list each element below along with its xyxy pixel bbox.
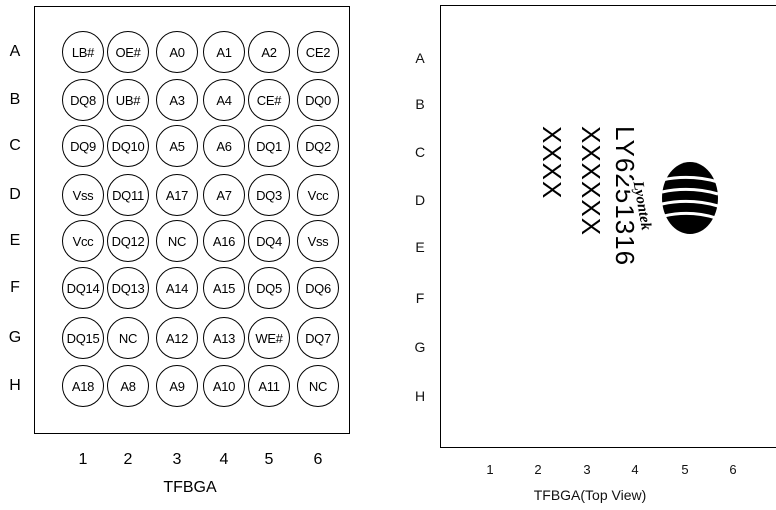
top-row-label-d: D <box>414 192 426 208</box>
ball-g6: DQ7 <box>297 317 339 359</box>
ball-c3: A5 <box>156 125 198 167</box>
top-row-label-g: G <box>414 339 426 355</box>
top-col-label-3: 3 <box>583 462 591 477</box>
lyontek-logo-icon <box>661 162 719 234</box>
ball-h6: NC <box>297 365 339 407</box>
col-label-6: 6 <box>313 451 323 468</box>
top-col-label-2: 2 <box>534 462 542 477</box>
top-col-label-4: 4 <box>631 462 639 477</box>
col-label-3: 3 <box>172 451 182 468</box>
ball-e2: DQ12 <box>107 220 149 262</box>
row-label-f: F <box>10 279 20 296</box>
ball-a2: OE# <box>107 31 149 73</box>
ball-d3: A17 <box>156 174 198 216</box>
row-label-e: E <box>9 232 21 249</box>
ball-c2: DQ10 <box>107 125 149 167</box>
ball-d6: Vcc <box>297 174 339 216</box>
ball-b6: DQ0 <box>297 79 339 121</box>
row-label-c: C <box>9 137 21 154</box>
ball-f6: DQ6 <box>297 267 339 309</box>
top-col-label-6: 6 <box>729 462 737 477</box>
ball-g1: DQ15 <box>62 317 104 359</box>
ball-d2: DQ11 <box>107 174 149 216</box>
ball-e5: DQ4 <box>248 220 290 262</box>
ball-e6: Vss <box>297 220 339 262</box>
ball-d5: DQ3 <box>248 174 290 216</box>
ball-f5: DQ5 <box>248 267 290 309</box>
ball-e4: A16 <box>203 220 245 262</box>
ball-f1: DQ14 <box>62 267 104 309</box>
ball-d4: A7 <box>203 174 245 216</box>
lot-code-marking: XXXXXX <box>576 126 606 237</box>
ball-c5: DQ1 <box>248 125 290 167</box>
top-row-label-h: H <box>414 388 426 404</box>
ball-h1: A18 <box>62 365 104 407</box>
top-col-label-1: 1 <box>486 462 494 477</box>
ball-b5: CE# <box>248 79 290 121</box>
ball-f3: A14 <box>156 267 198 309</box>
ball-b1: DQ8 <box>62 79 104 121</box>
ball-g5: WE# <box>248 317 290 359</box>
ball-g2: NC <box>107 317 149 359</box>
package-caption: TFBGA <box>163 479 217 496</box>
ball-a3: A0 <box>156 31 198 73</box>
ball-a6: CE2 <box>297 31 339 73</box>
ball-b4: A4 <box>203 79 245 121</box>
top-view-outline <box>440 5 776 448</box>
row-label-h: H <box>9 377 21 394</box>
ball-c6: DQ2 <box>297 125 339 167</box>
ball-b3: A3 <box>156 79 198 121</box>
row-label-b: B <box>9 91 21 108</box>
package-outline <box>34 6 350 434</box>
row-label-d: D <box>9 186 21 203</box>
date-code-marking: XXXX <box>537 126 567 200</box>
top-view-caption: TFBGA(Top View) <box>533 487 647 503</box>
ball-b2: UB# <box>107 79 149 121</box>
row-label-g: G <box>8 329 22 346</box>
col-label-4: 4 <box>219 451 229 468</box>
ball-h3: A9 <box>156 365 198 407</box>
ball-a5: A2 <box>248 31 290 73</box>
row-label-a: A <box>9 43 21 60</box>
top-row-label-e: E <box>415 239 425 255</box>
ball-e3: NC <box>156 220 198 262</box>
ball-f4: A15 <box>203 267 245 309</box>
ball-f2: DQ13 <box>107 267 149 309</box>
ball-g4: A13 <box>203 317 245 359</box>
ball-g3: A12 <box>156 317 198 359</box>
top-row-label-b: B <box>415 96 425 112</box>
top-col-label-5: 5 <box>681 462 689 477</box>
col-label-2: 2 <box>123 451 133 468</box>
ball-d1: Vss <box>62 174 104 216</box>
top-row-label-f: F <box>415 290 425 306</box>
ball-h5: A11 <box>248 365 290 407</box>
top-row-label-a: A <box>415 50 425 66</box>
top-row-label-c: C <box>414 144 426 160</box>
ball-h2: A8 <box>107 365 149 407</box>
col-label-1: 1 <box>78 451 88 468</box>
ball-a1: LB# <box>62 31 104 73</box>
ball-a4: A1 <box>203 31 245 73</box>
col-label-5: 5 <box>264 451 274 468</box>
ball-e1: Vcc <box>62 220 104 262</box>
ball-h4: A10 <box>203 365 245 407</box>
ball-c1: DQ9 <box>62 125 104 167</box>
ball-c4: A6 <box>203 125 245 167</box>
